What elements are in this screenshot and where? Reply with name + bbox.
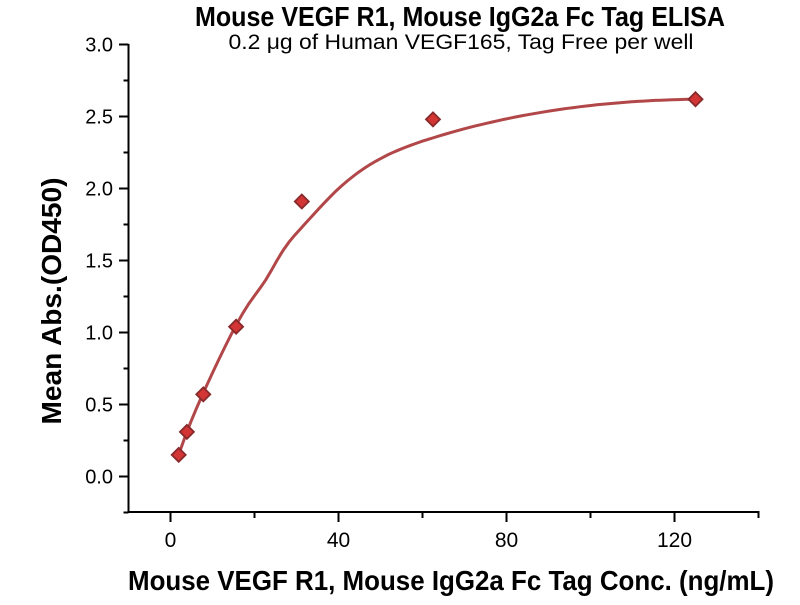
svg-text:2.5: 2.5 [85, 107, 113, 129]
svg-text:80: 80 [495, 529, 518, 552]
svg-text:120: 120 [657, 529, 692, 552]
svg-text:0.5: 0.5 [85, 395, 113, 417]
svg-text:0.0: 0.0 [85, 467, 113, 489]
svg-text:1.0: 1.0 [85, 323, 113, 345]
svg-text:Mouse VEGF R1, Mouse IgG2a Fc: Mouse VEGF R1, Mouse IgG2a Fc Tag ELISA [195, 1, 725, 32]
svg-text:40: 40 [327, 529, 350, 552]
svg-text:Mean Abs.(OD450): Mean Abs.(OD450) [36, 178, 67, 425]
svg-text:0.2 μg of Human VEGF165, Tag F: 0.2 μg of Human VEGF165, Tag Free per we… [229, 31, 694, 54]
svg-text:0: 0 [165, 529, 177, 552]
svg-text:2.0: 2.0 [85, 179, 113, 201]
svg-text:1.5: 1.5 [85, 251, 113, 273]
svg-text:3.0: 3.0 [85, 35, 113, 57]
svg-text:Mouse VEGF R1, Mouse IgG2a Fc: Mouse VEGF R1, Mouse IgG2a Fc Tag Conc. … [128, 565, 774, 596]
